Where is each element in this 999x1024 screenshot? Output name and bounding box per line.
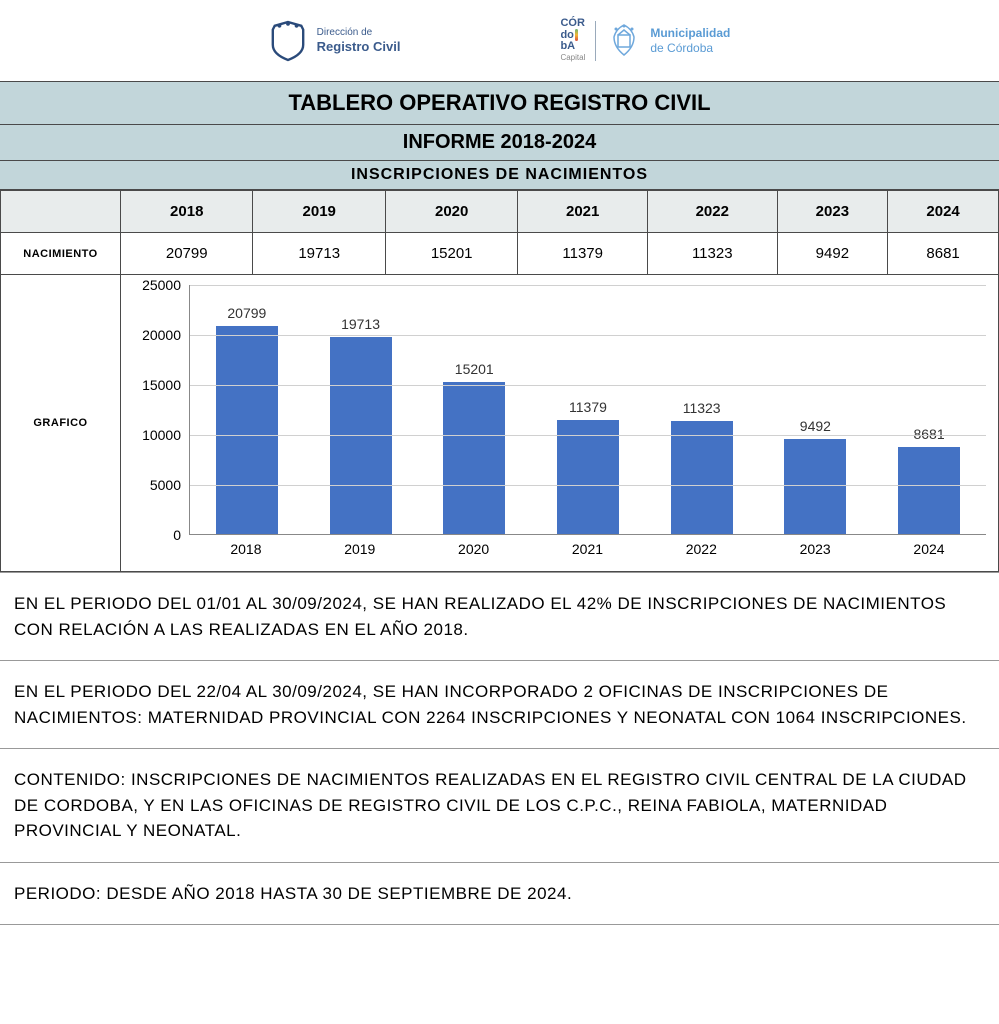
main-title: TABLERO OPERATIVO REGISTRO CIVIL [0, 81, 999, 125]
header-logos: Dirección de Registro Civil CÓR do bA Ca… [0, 0, 999, 81]
x-tick-label: 2024 [898, 541, 960, 557]
value-cell: 9492 [777, 233, 888, 275]
value-cell: 15201 [385, 233, 517, 275]
x-tick-label: 2023 [784, 541, 846, 557]
x-tick-label: 2022 [670, 541, 732, 557]
x-tick-label: 2019 [329, 541, 391, 557]
municipalidad-text: Municipalidad de Córdoba [650, 26, 730, 55]
cordoba-capital-logo: CÓR do bA Capital [560, 18, 585, 63]
x-tick-label: 2020 [443, 541, 505, 557]
bar-column: 15201 [443, 361, 505, 534]
logo-registro-text: Dirección de Registro Civil [317, 27, 401, 55]
table-header-row: 2018 2019 2020 2021 2022 2023 2024 [1, 191, 999, 233]
bar-column: 11379 [557, 399, 619, 534]
data-table: 2018 2019 2020 2021 2022 2023 2024 NACIM… [0, 190, 999, 572]
note-2: EN EL PERIODO DEL 22/04 AL 30/09/2024, S… [0, 661, 999, 749]
bar-value-label: 20799 [227, 305, 266, 321]
year-header: 2022 [647, 191, 777, 233]
bar [898, 447, 960, 534]
x-tick-label: 2021 [556, 541, 618, 557]
logo-registro-civil: Dirección de Registro Civil [269, 20, 401, 62]
shield-icon [269, 20, 307, 62]
muni-line2: de Córdoba [650, 41, 730, 55]
bar-value-label: 11323 [683, 400, 721, 416]
notes-section: EN EL PERIODO DEL 01/01 AL 30/09/2024, S… [0, 572, 999, 925]
bar-value-label: 15201 [455, 361, 494, 377]
bar [443, 382, 505, 534]
bar-column: 11323 [671, 400, 733, 534]
value-cell: 20799 [121, 233, 253, 275]
subtitle: INFORME 2018-2024 [0, 125, 999, 161]
grid-line [190, 485, 986, 486]
bars-container: 20799 19713 15201 11379 11323 9492 8681 [190, 285, 986, 534]
bar [784, 439, 846, 534]
grid-line [190, 285, 986, 286]
y-axis: 2500020000150001000050000 [133, 285, 189, 535]
chart-container: 2500020000150001000050000 20799 19713 1520… [133, 285, 986, 535]
chart-plot: 20799 19713 15201 11379 11323 9492 8681 [189, 285, 986, 535]
logo-line1: Dirección de [317, 27, 401, 39]
value-cell: 11379 [518, 233, 648, 275]
bar [671, 421, 733, 534]
logo-municipalidad: Municipalidad de Córdoba [606, 21, 730, 61]
section-title: INSCRIPCIONES DE NACIMIENTOS [0, 161, 999, 190]
value-cell: 8681 [888, 233, 999, 275]
chart-row: GRAFICO 2500020000150001000050000 20799 1… [1, 275, 999, 572]
note-3: CONTENIDO: INSCRIPCIONES DE NACIMIENTOS … [0, 749, 999, 863]
bar-value-label: 11379 [569, 399, 607, 415]
year-header: 2019 [253, 191, 385, 233]
grid-line [190, 385, 986, 386]
note-1: EN EL PERIODO DEL 01/01 AL 30/09/2024, S… [0, 573, 999, 661]
muni-line1: Municipalidad [650, 26, 730, 40]
x-tick-label: 2018 [215, 541, 277, 557]
row-label-nacimiento: NACIMIENTO [1, 233, 121, 275]
bar-column: 8681 [898, 426, 960, 534]
value-cell: 11323 [647, 233, 777, 275]
bar [216, 326, 278, 534]
table-row: NACIMIENTO 20799 19713 15201 11379 11323… [1, 233, 999, 275]
chart-cell: 2500020000150001000050000 20799 19713 1520… [121, 275, 999, 572]
grid-line [190, 435, 986, 436]
logo-cordoba-group: CÓR do bA Capital Municipalidad de Córdo… [560, 18, 730, 63]
row-label-grafico: GRAFICO [1, 275, 121, 572]
bar-value-label: 9492 [800, 418, 831, 434]
year-header: 2024 [888, 191, 999, 233]
year-header: 2021 [518, 191, 648, 233]
x-axis-labels: 2018 2019 2020 2021 2022 2023 2024 [189, 535, 986, 557]
value-cell: 19713 [253, 233, 385, 275]
year-header: 2020 [385, 191, 517, 233]
logo-line2: Registro Civil [317, 39, 401, 55]
bar-column: 19713 [330, 316, 392, 534]
municipalidad-icon [606, 21, 642, 61]
bar [557, 420, 619, 534]
year-header: 2018 [121, 191, 253, 233]
logo-divider [595, 21, 596, 61]
year-header: 2023 [777, 191, 888, 233]
note-4: PERIODO: DESDE AÑO 2018 HASTA 30 DE SEPT… [0, 863, 999, 926]
grid-line [190, 335, 986, 336]
bar-value-label: 19713 [341, 316, 380, 332]
bar-column: 20799 [216, 305, 278, 534]
header-empty [1, 191, 121, 233]
